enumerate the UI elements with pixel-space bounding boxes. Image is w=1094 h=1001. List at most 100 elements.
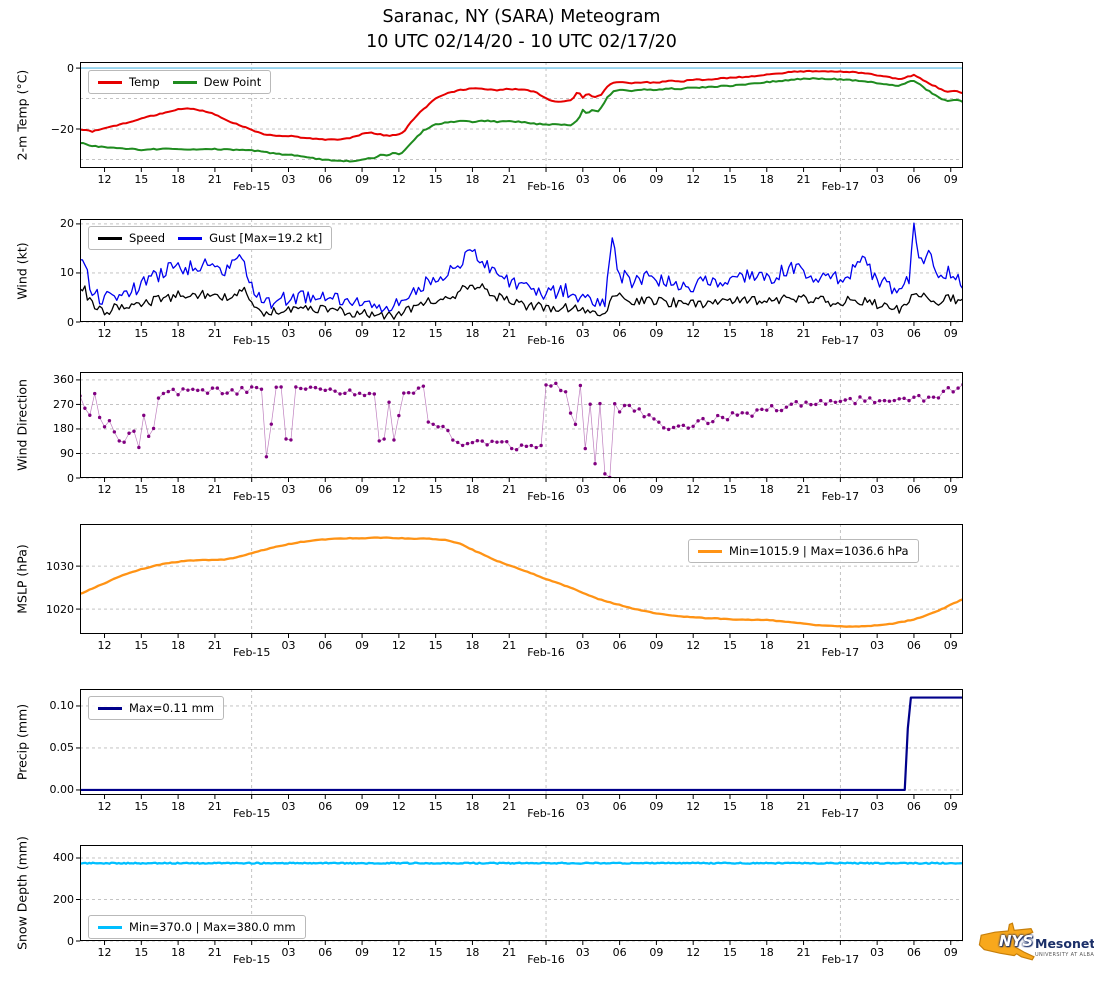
y-tick-label: 270 <box>53 397 74 411</box>
speed-legend-label: Speed <box>129 231 166 245</box>
y-tick-label: 0.00 <box>49 783 75 797</box>
x-tick-label: 15 <box>134 639 149 652</box>
x-date-tick-label: Feb-17 <box>821 490 860 503</box>
x-tick-label: 09 <box>355 483 370 496</box>
x-tick-label: 12 <box>686 173 701 186</box>
y-tick-label: 0 <box>67 61 74 75</box>
x-tick-label: 09 <box>943 327 958 340</box>
x-date-tick-label: Feb-15 <box>232 490 271 503</box>
x-tick-label: 18 <box>171 946 186 959</box>
x-tick-label: 18 <box>759 327 774 340</box>
x-tick-label: 12 <box>97 800 112 813</box>
temp-y-axis-label: 2-m Temp (°C) <box>14 69 30 161</box>
x-tick-label: 18 <box>171 800 186 813</box>
x-tick-label: 03 <box>281 327 296 340</box>
x-tick-label: 06 <box>318 800 333 813</box>
x-tick-label: 06 <box>318 946 333 959</box>
snow-legend-label: Min=370.0 | Max=380.0 mm <box>129 920 296 934</box>
x-tick-label: 03 <box>281 173 296 186</box>
x-tick-label: 21 <box>796 483 811 496</box>
logo-mesonet-text: Mesonet <box>1035 936 1094 951</box>
y-tick-label: 0.05 <box>49 741 75 755</box>
y-tick-label: 200 <box>53 892 74 906</box>
mslp-legend-swatch <box>698 549 722 553</box>
x-tick-label: 18 <box>759 483 774 496</box>
x-tick-label: 09 <box>355 946 370 959</box>
x-tick-label: 06 <box>318 327 333 340</box>
x-tick-label: 09 <box>649 173 664 186</box>
x-tick-label: 06 <box>612 483 627 496</box>
x-tick-label: 03 <box>575 483 590 496</box>
x-tick-label: 03 <box>575 639 590 652</box>
x-tick-label: 03 <box>281 639 296 652</box>
x-tick-label: 06 <box>318 639 333 652</box>
y-tick-label: 400 <box>53 851 74 865</box>
x-date-tick-label: Feb-17 <box>821 180 860 193</box>
x-tick-label: 18 <box>759 639 774 652</box>
x-tick-label: 06 <box>906 483 921 496</box>
gust-legend-swatch <box>178 236 203 240</box>
x-tick-label: 12 <box>686 639 701 652</box>
x-date-tick-label: Feb-17 <box>821 953 860 966</box>
x-tick-label: 18 <box>465 800 480 813</box>
x-tick-label: 18 <box>759 946 774 959</box>
x-date-tick-label: Feb-15 <box>232 180 271 193</box>
x-tick-label: 18 <box>171 327 186 340</box>
x-tick-label: 09 <box>943 946 958 959</box>
gust-legend-label: Gust [Max=19.2 kt] <box>209 231 323 245</box>
x-date-tick-label: Feb-16 <box>527 646 565 659</box>
x-tick-label: 21 <box>502 327 517 340</box>
x-tick-label: 15 <box>428 946 443 959</box>
x-tick-label: 03 <box>281 483 296 496</box>
x-tick-label: 09 <box>649 800 664 813</box>
x-tick-label: 12 <box>391 639 406 652</box>
y-tick-label: 0.10 <box>49 699 75 713</box>
x-tick-label: 21 <box>796 946 811 959</box>
y-tick-label: −20 <box>50 122 74 136</box>
x-date-tick-label: Feb-17 <box>821 646 860 659</box>
x-date-tick-label: Feb-16 <box>527 334 565 347</box>
mslp-legend-label: Min=1015.9 | Max=1036.6 hPa <box>729 544 909 558</box>
x-tick-label: 06 <box>906 173 921 186</box>
y-tick-label: 0 <box>67 471 74 485</box>
wind-legend: Speed Gust [Max=19.2 kt] <box>88 226 333 250</box>
temp-legend: Temp Dew Point <box>88 70 272 94</box>
precip-legend-label: Max=0.11 mm <box>129 701 215 715</box>
x-tick-label: 15 <box>134 800 149 813</box>
x-tick-label: 18 <box>759 173 774 186</box>
x-tick-label: 09 <box>943 483 958 496</box>
x-tick-label: 12 <box>97 639 112 652</box>
x-tick-label: 09 <box>649 946 664 959</box>
x-tick-label: 09 <box>649 327 664 340</box>
x-tick-label: 21 <box>207 173 222 186</box>
x-tick-label: 03 <box>870 483 885 496</box>
x-tick-label: 03 <box>870 800 885 813</box>
x-tick-label: 15 <box>722 800 737 813</box>
mslp-chart-canvas <box>0 524 1094 640</box>
x-tick-label: 09 <box>943 639 958 652</box>
temp-legend-label: Temp <box>129 75 160 89</box>
x-tick-label: 12 <box>686 327 701 340</box>
x-date-tick-label: Feb-15 <box>232 807 271 820</box>
x-tick-label: 21 <box>502 639 517 652</box>
x-tick-label: 09 <box>943 800 958 813</box>
x-tick-label: 06 <box>612 946 627 959</box>
y-tick-label: 20 <box>60 217 74 231</box>
x-tick-label: 15 <box>722 173 737 186</box>
x-tick-label: 15 <box>428 327 443 340</box>
chart-title: Saranac, NY (SARA) Meteogram <box>382 7 661 27</box>
x-tick-label: 06 <box>612 173 627 186</box>
precip-legend-swatch <box>98 706 122 710</box>
x-tick-label: 18 <box>465 639 480 652</box>
x-tick-label: 21 <box>796 639 811 652</box>
speed-legend-swatch <box>98 236 122 240</box>
x-tick-label: 15 <box>428 483 443 496</box>
y-tick-label: 360 <box>53 373 74 387</box>
x-tick-label: 18 <box>759 800 774 813</box>
x-tick-label: 15 <box>134 946 149 959</box>
wind-direction-chart-canvas <box>0 372 1094 484</box>
x-tick-label: 06 <box>906 639 921 652</box>
snow-depth-legend: Min=370.0 | Max=380.0 mm <box>88 915 306 939</box>
x-tick-label: 15 <box>428 173 443 186</box>
y-tick-label: 0 <box>67 934 74 948</box>
